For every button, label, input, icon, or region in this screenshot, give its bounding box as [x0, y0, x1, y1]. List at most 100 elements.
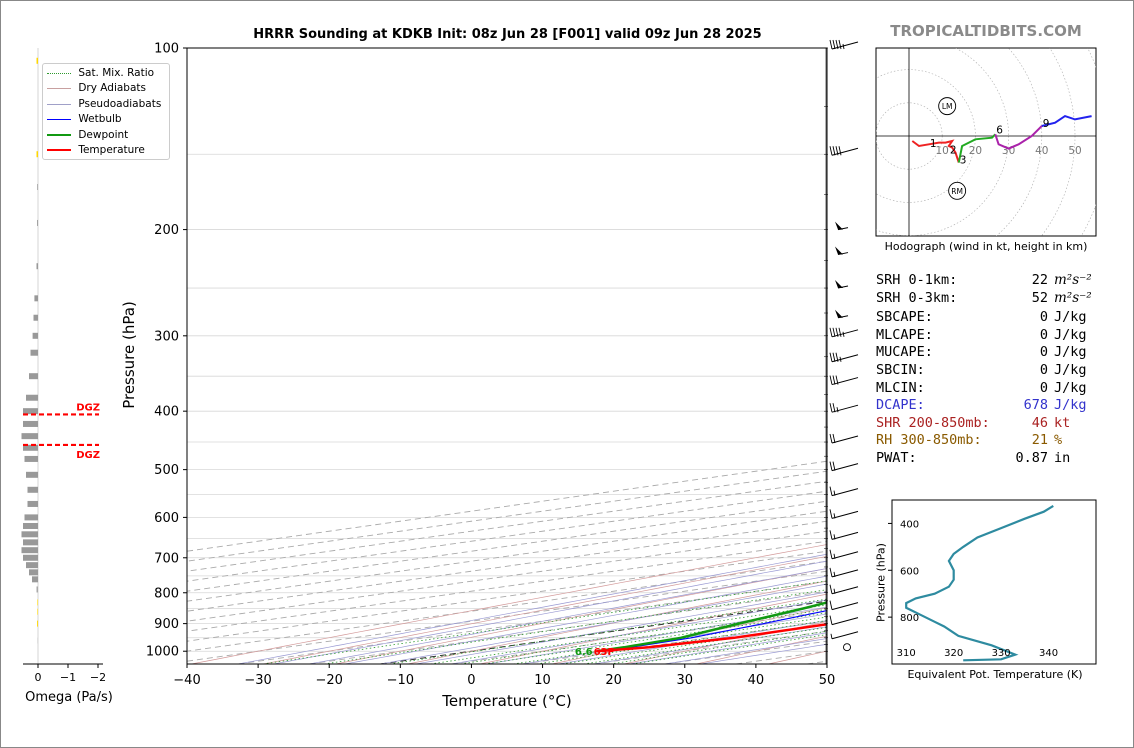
- hodograph-height-label: 2: [950, 145, 957, 157]
- omega-bar: [29, 569, 38, 576]
- wind-barb-feather: [832, 403, 836, 413]
- wind-barb-shaft: [831, 41, 859, 50]
- wind-barb: [835, 246, 849, 256]
- wind-barb-feather: [829, 433, 833, 444]
- wind-barb-shaft: [831, 602, 859, 611]
- index-label: SRH 0-3km:: [876, 290, 958, 306]
- legend-item: Wetbulb: [47, 113, 122, 127]
- index-value: 0: [1039, 380, 1048, 396]
- index-row-srh1: SRH 0-1km: 22 m²s⁻²: [876, 272, 1092, 290]
- y-tick-label: 1000: [146, 645, 179, 660]
- wind-barb-shaft: [837, 227, 849, 231]
- index-unit: %: [1054, 432, 1063, 448]
- omega-bar: [34, 295, 38, 302]
- wind-barb: [829, 146, 859, 156]
- index-label: MLCIN:: [876, 380, 925, 396]
- legend-swatch-mixing-ratio: [47, 72, 71, 74]
- wind-barb-shaft: [831, 551, 859, 560]
- dry-adiabat: [335, 568, 827, 664]
- index-value: 0: [1039, 344, 1048, 360]
- wind-barb: [829, 461, 859, 472]
- wind-barb-feather: [829, 403, 833, 413]
- index-label: MUCAPE:: [876, 344, 933, 360]
- wind-barb-shaft: [831, 354, 859, 363]
- dry-adiabat: [191, 544, 827, 664]
- skewt-background-lines: 1246810131620243036: [187, 48, 1134, 664]
- pseudoadiabat: [416, 591, 827, 664]
- wind-barb: [829, 509, 859, 519]
- index-row-sbcin: SBCIN: 0 J/kg: [876, 362, 1087, 380]
- wind-barb-half-feather: [833, 571, 836, 577]
- omega-x-axis-label: Omega (Pa/s): [25, 690, 113, 705]
- x-tick-label: 40: [748, 673, 765, 688]
- omega-bar: [26, 562, 38, 569]
- omega-bar: [37, 637, 38, 644]
- wind-barb-feather: [829, 567, 833, 577]
- y-tick-label: 700: [154, 551, 179, 566]
- omega-bar: [37, 599, 38, 606]
- dry-adiabat: [479, 593, 827, 664]
- omega-bar: [33, 314, 38, 321]
- theta-e-x-axis-label: Equivalent Pot. Temperature (K): [907, 668, 1083, 681]
- dgz-bottom-label: DGZ: [76, 450, 100, 461]
- wind-barb-shaft: [837, 315, 849, 319]
- index-row-shear: SHR 200-850mb: 46 kt: [876, 415, 1070, 433]
- omega-bar: [23, 554, 38, 561]
- wind-barb-flag: [835, 246, 843, 255]
- omega-x-tick-label: 0: [35, 671, 42, 684]
- calm-wind-circle: [843, 643, 851, 652]
- index-unit: in: [1054, 450, 1071, 466]
- omega-bar: [27, 486, 38, 493]
- wind-barb: [829, 486, 859, 497]
- index-value: 0: [1039, 309, 1048, 325]
- wind-barb-feather: [835, 327, 839, 337]
- wind-barb: [829, 352, 859, 363]
- hodograph-trace: [911, 139, 960, 163]
- hodograph-trace: [994, 125, 1043, 150]
- skewt-y-axis-label: Pressure (hPa): [120, 301, 138, 409]
- wind-barb-shaft: [831, 435, 859, 444]
- index-label: SBCAPE:: [876, 309, 933, 325]
- dry-adiabat: [1129, 48, 1134, 664]
- theta-e-x-tick-label: 330: [992, 648, 1011, 659]
- wind-barbs: [824, 39, 859, 664]
- index-label: MLCAPE:: [876, 327, 933, 343]
- index-label: SRH 0-1km:: [876, 272, 958, 288]
- omega-bar: [36, 586, 38, 593]
- wind-barb-feather: [838, 146, 842, 156]
- wind-barb-half-feather: [836, 407, 839, 413]
- wind-barb-feather: [832, 375, 836, 385]
- wind-barb-shaft: [831, 531, 859, 540]
- legend-label: Dewpoint: [78, 129, 129, 141]
- wind-barb-feather: [829, 600, 833, 610]
- x-tick-label: −10: [387, 673, 414, 688]
- mixing-ratio-line: [609, 630, 827, 664]
- hodograph-height-label: 9: [1043, 118, 1050, 130]
- skewt-x-axis-label: Temperature (°C): [442, 692, 572, 710]
- omega-bar: [21, 433, 38, 440]
- omega-bar: [26, 471, 38, 478]
- wind-barb-feather: [838, 39, 842, 50]
- wind-barb: [829, 584, 859, 595]
- dgz-top-label: DGZ: [76, 402, 100, 413]
- y-tick-label: 600: [154, 511, 179, 526]
- x-tick-label: 20: [605, 673, 622, 688]
- wind-barb-half-feather: [833, 553, 836, 559]
- y-tick-label: 500: [154, 463, 179, 478]
- wind-barb-half-feather: [833, 490, 836, 496]
- wind-barb-shaft: [837, 285, 849, 289]
- left-mover-label: LM: [942, 102, 953, 111]
- theta-e-y-tick-label: 800: [900, 613, 919, 624]
- chart-title: HRRR Sounding at KDKB Init: 08z Jun 28 […: [253, 27, 762, 42]
- theta-e-x-tick-label: 320: [944, 648, 963, 659]
- hodograph-trace: [957, 133, 997, 163]
- mixing-ratio-line: [262, 580, 827, 664]
- wind-barb-flag: [835, 221, 843, 230]
- omega-x-tick-label: −2: [90, 671, 106, 684]
- legend-label: Sat. Mix. Ratio: [78, 67, 155, 79]
- omega-bar: [37, 184, 38, 191]
- skewt-frame: [186, 47, 828, 665]
- wind-barb-feather: [835, 375, 839, 385]
- watermark: TROPICALTIDBITS.COM: [890, 22, 1082, 40]
